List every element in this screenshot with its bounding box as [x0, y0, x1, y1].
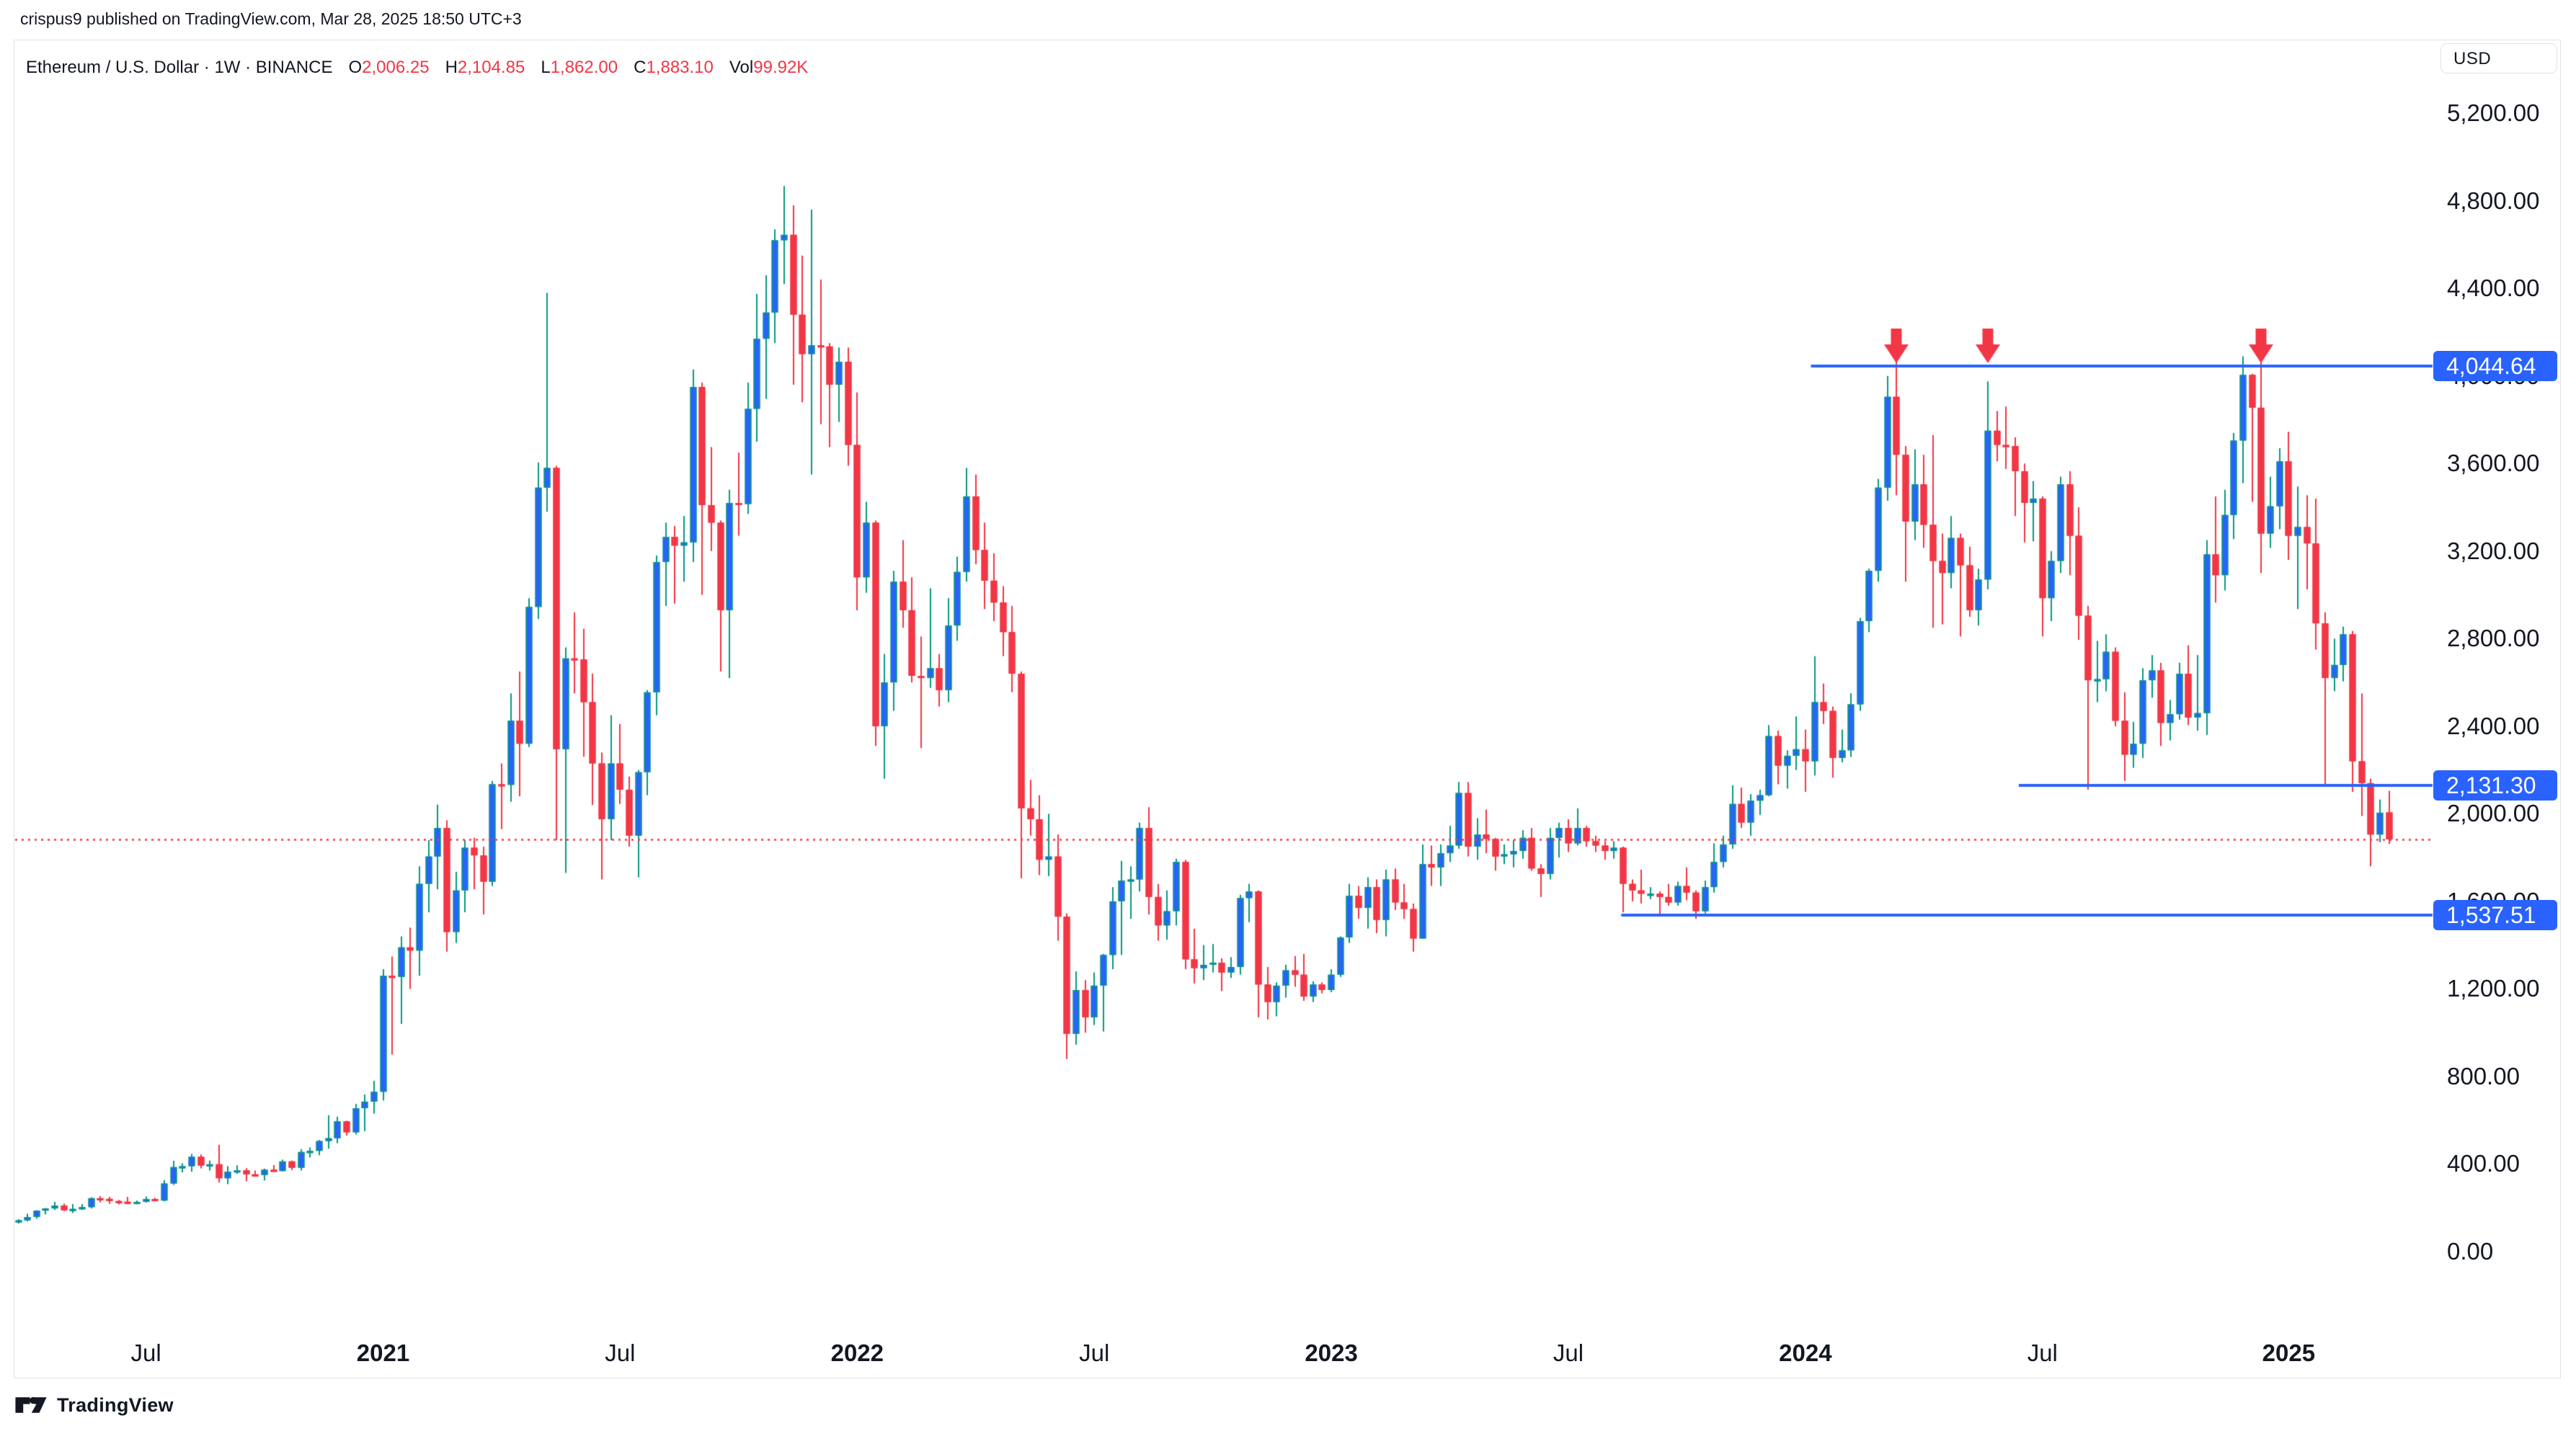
legend-close: C1,883.10 — [634, 58, 714, 77]
chart-widget: Ethereum / U.S. Dollar · 1W · BINANCE O2… — [14, 40, 2561, 1378]
tradingview-attribution[interactable]: TradingView — [14, 1389, 174, 1421]
time-label-month: Jul — [2027, 1339, 2058, 1366]
chart-legend: Ethereum / U.S. Dollar · 1W · BINANCE O2… — [26, 58, 808, 78]
price-tick-label: 2,400.00 — [2447, 712, 2540, 739]
time-label-month: Jul — [1553, 1339, 1584, 1366]
time-label-year: 2024 — [1779, 1339, 1832, 1366]
time-label-month: Jul — [130, 1339, 161, 1366]
interval-label: 1W — [214, 58, 241, 77]
price-level-tag: 4,044.64 — [2433, 351, 2557, 382]
legend-low: L1,862.00 — [541, 58, 618, 77]
price-tick-label: 4,800.00 — [2447, 187, 2540, 214]
price-tick-label: 400.00 — [2447, 1150, 2520, 1177]
time-label-month: Jul — [1079, 1339, 1110, 1366]
time-label-month: Jul — [605, 1339, 636, 1366]
currency-button[interactable]: USD — [2440, 43, 2557, 73]
time-label-year: 2022 — [830, 1339, 884, 1366]
price-tick-label: 3,600.00 — [2447, 450, 2540, 477]
symbol-title: Ethereum / U.S. Dollar · 1W · BINANCE — [26, 58, 333, 77]
price-tick-label: 1,200.00 — [2447, 975, 2540, 1002]
price-tick-label: 5,200.00 — [2447, 99, 2540, 127]
price-tick-label: 0.00 — [2447, 1238, 2494, 1265]
time-label-year: 2021 — [356, 1339, 410, 1366]
legend-open: O2,006.25 — [348, 58, 430, 77]
legend-volume: Vol99.92K — [729, 58, 809, 77]
price-tick-label: 800.00 — [2447, 1062, 2520, 1089]
time-label-year: 2023 — [1305, 1339, 1358, 1366]
price-tick-label: 2,800.00 — [2447, 625, 2540, 652]
price-level-tag: 2,131.30 — [2433, 770, 2557, 801]
publish-info: crispus9 published on TradingView.com, M… — [20, 9, 522, 28]
exchange-label: BINANCE — [255, 58, 333, 77]
price-tick-label: 4,400.00 — [2447, 275, 2540, 302]
price-level-tag: 1,537.51 — [2433, 899, 2557, 930]
price-tick-label: 2,000.00 — [2447, 800, 2540, 827]
tradingview-logo-text: TradingView — [57, 1394, 174, 1416]
legend-high: H2,104.85 — [445, 58, 525, 77]
price-tick-label: 3,200.00 — [2447, 537, 2540, 564]
time-label-year: 2025 — [2262, 1339, 2316, 1366]
tradingview-logo-icon — [15, 1396, 47, 1413]
candlestick-chart[interactable] — [14, 40, 2560, 1378]
